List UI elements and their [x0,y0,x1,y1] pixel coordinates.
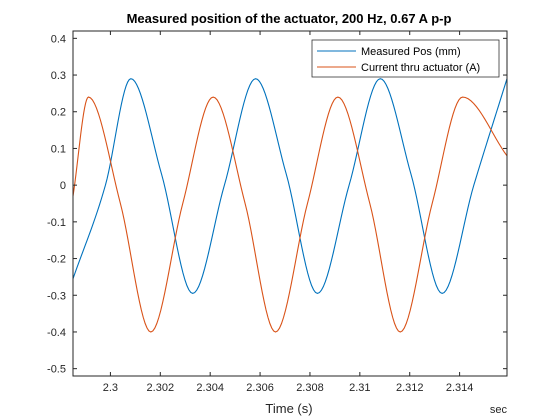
y-tick-label: -0.4 [47,327,66,339]
x-tick-label: 2.306 [246,382,274,394]
legend: Measured Pos (mm) Current thru actuator … [311,39,500,78]
series-line-current [73,96,507,333]
y-tick-label: -0.5 [47,364,66,376]
y-tick-label: 0.3 [51,70,66,82]
series-line-measured-pos [73,78,507,295]
x-tick-label: 2.31 [349,382,370,394]
x-axis-label: Time (s) [265,401,312,416]
x-axis-unit-label: sec [490,404,508,416]
y-tick-label: 0.2 [51,107,66,119]
x-axis: 2.3 2.302 2.304 2.306 2.308 2.31 2.312 2.314 [103,31,474,394]
x-tick-label: 2.308 [296,382,324,394]
legend-label-current: Current thru actuator (A) [361,62,480,74]
legend-label-measured-pos: Measured Pos (mm) [361,46,461,58]
y-tick-label: 0.1 [51,143,66,155]
legend-box [311,39,500,78]
x-tick-label: 2.312 [396,382,424,394]
plot-area [73,31,507,376]
y-tick-label: 0.4 [51,33,66,45]
x-tick-label: 2.314 [446,382,474,394]
x-tick-label: 2.3 [103,382,118,394]
axes-box [72,30,508,377]
y-tick-label: 0 [60,180,66,192]
y-tick-label: -0.2 [47,254,66,266]
y-tick-label: -0.3 [47,290,66,302]
x-tick-label: 2.302 [147,382,175,394]
series-layer [73,78,507,333]
x-tick-label: 2.304 [196,382,224,394]
y-tick-label: -0.1 [47,217,66,229]
y-axis: -0.5 -0.4 -0.3 -0.2 -0.1 0 0.1 0.2 0.3 0.4 [47,33,507,376]
chart-title: Measured position of the actuator, 200 H… [127,11,452,26]
